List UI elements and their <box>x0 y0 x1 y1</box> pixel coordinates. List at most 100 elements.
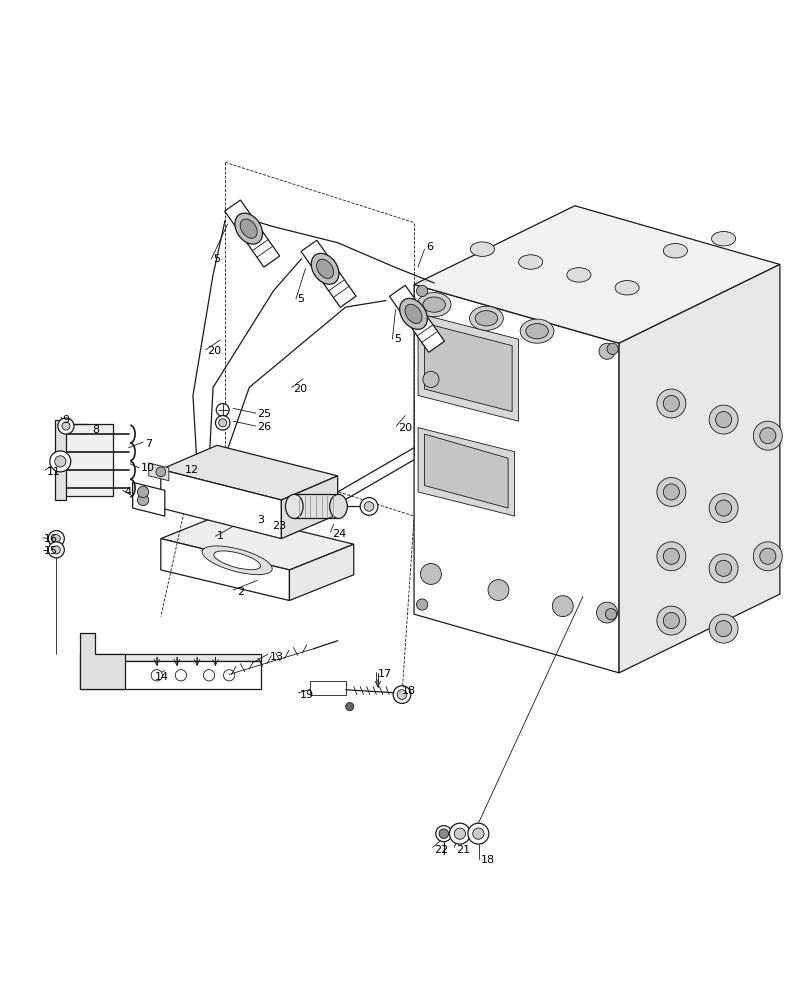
Text: 11: 11 <box>47 467 60 477</box>
Text: 3: 3 <box>257 515 264 525</box>
Text: 18: 18 <box>480 855 495 865</box>
Ellipse shape <box>469 306 503 330</box>
Text: 12: 12 <box>185 465 199 475</box>
Circle shape <box>52 535 60 543</box>
Circle shape <box>454 828 465 839</box>
Circle shape <box>422 371 438 387</box>
Text: 24: 24 <box>332 529 346 539</box>
Polygon shape <box>80 661 261 689</box>
Circle shape <box>596 602 617 623</box>
Circle shape <box>708 494 737 523</box>
Circle shape <box>435 826 451 842</box>
Text: 23: 23 <box>271 521 286 531</box>
Circle shape <box>715 560 731 576</box>
Text: 10: 10 <box>141 463 154 473</box>
Ellipse shape <box>214 551 260 570</box>
Circle shape <box>223 670 234 681</box>
Text: 20: 20 <box>293 384 308 394</box>
Polygon shape <box>414 285 618 673</box>
Circle shape <box>397 690 406 699</box>
Ellipse shape <box>566 268 590 282</box>
Polygon shape <box>300 240 356 307</box>
Polygon shape <box>161 539 289 600</box>
Circle shape <box>487 580 508 600</box>
Ellipse shape <box>662 244 687 258</box>
Ellipse shape <box>234 213 263 244</box>
Circle shape <box>438 829 448 838</box>
Text: 4: 4 <box>124 487 132 497</box>
Text: 1: 1 <box>217 531 224 541</box>
Text: 18: 18 <box>402 686 416 696</box>
Circle shape <box>48 531 64 547</box>
Text: 15: 15 <box>44 546 58 556</box>
Polygon shape <box>63 424 112 496</box>
Ellipse shape <box>202 546 272 575</box>
Ellipse shape <box>405 304 422 323</box>
Circle shape <box>656 606 685 635</box>
Circle shape <box>708 554 737 583</box>
Text: 20: 20 <box>207 346 222 356</box>
Circle shape <box>552 596 573 617</box>
Circle shape <box>345 703 353 711</box>
Circle shape <box>656 542 685 571</box>
Polygon shape <box>389 285 444 352</box>
Circle shape <box>151 670 162 681</box>
Circle shape <box>55 456 66 467</box>
Ellipse shape <box>525 324 548 339</box>
Ellipse shape <box>711 231 735 246</box>
Circle shape <box>598 343 614 359</box>
Polygon shape <box>80 654 261 661</box>
Polygon shape <box>161 513 353 570</box>
Text: 19: 19 <box>300 690 314 700</box>
Circle shape <box>62 422 70 430</box>
Text: 20: 20 <box>397 423 412 433</box>
Ellipse shape <box>329 494 347 518</box>
Circle shape <box>393 686 410 703</box>
Circle shape <box>708 614 737 643</box>
Circle shape <box>216 404 229 416</box>
Ellipse shape <box>399 298 427 329</box>
Polygon shape <box>161 469 281 539</box>
Text: 21: 21 <box>455 845 470 855</box>
Circle shape <box>156 467 165 477</box>
Text: 17: 17 <box>377 669 392 679</box>
Circle shape <box>215 416 230 430</box>
Ellipse shape <box>285 494 303 518</box>
Ellipse shape <box>614 281 638 295</box>
Circle shape <box>52 546 60 554</box>
Polygon shape <box>309 681 345 695</box>
Circle shape <box>606 343 618 354</box>
Ellipse shape <box>518 255 542 269</box>
Polygon shape <box>224 200 279 267</box>
Circle shape <box>416 599 427 610</box>
Text: 14: 14 <box>155 672 169 682</box>
Circle shape <box>752 542 781 571</box>
Polygon shape <box>618 264 779 673</box>
Polygon shape <box>424 323 512 412</box>
Text: 2: 2 <box>237 587 244 597</box>
Ellipse shape <box>475 311 497 326</box>
Circle shape <box>662 548 679 564</box>
Circle shape <box>662 484 679 500</box>
Circle shape <box>449 823 470 844</box>
Polygon shape <box>418 428 514 516</box>
Circle shape <box>364 502 373 511</box>
Circle shape <box>656 389 685 418</box>
Circle shape <box>715 500 731 516</box>
Circle shape <box>759 548 775 564</box>
Circle shape <box>662 613 679 629</box>
Circle shape <box>360 498 377 515</box>
Text: 9: 9 <box>63 415 70 425</box>
Text: 26: 26 <box>257 422 271 432</box>
Text: 16: 16 <box>44 534 58 544</box>
Circle shape <box>50 451 71 472</box>
Polygon shape <box>161 445 337 500</box>
Polygon shape <box>80 633 124 689</box>
Circle shape <box>218 419 226 427</box>
Ellipse shape <box>417 293 450 317</box>
Circle shape <box>420 564 441 584</box>
Circle shape <box>472 828 483 839</box>
Circle shape <box>203 670 214 681</box>
Text: 5: 5 <box>393 334 401 344</box>
Circle shape <box>137 486 149 498</box>
